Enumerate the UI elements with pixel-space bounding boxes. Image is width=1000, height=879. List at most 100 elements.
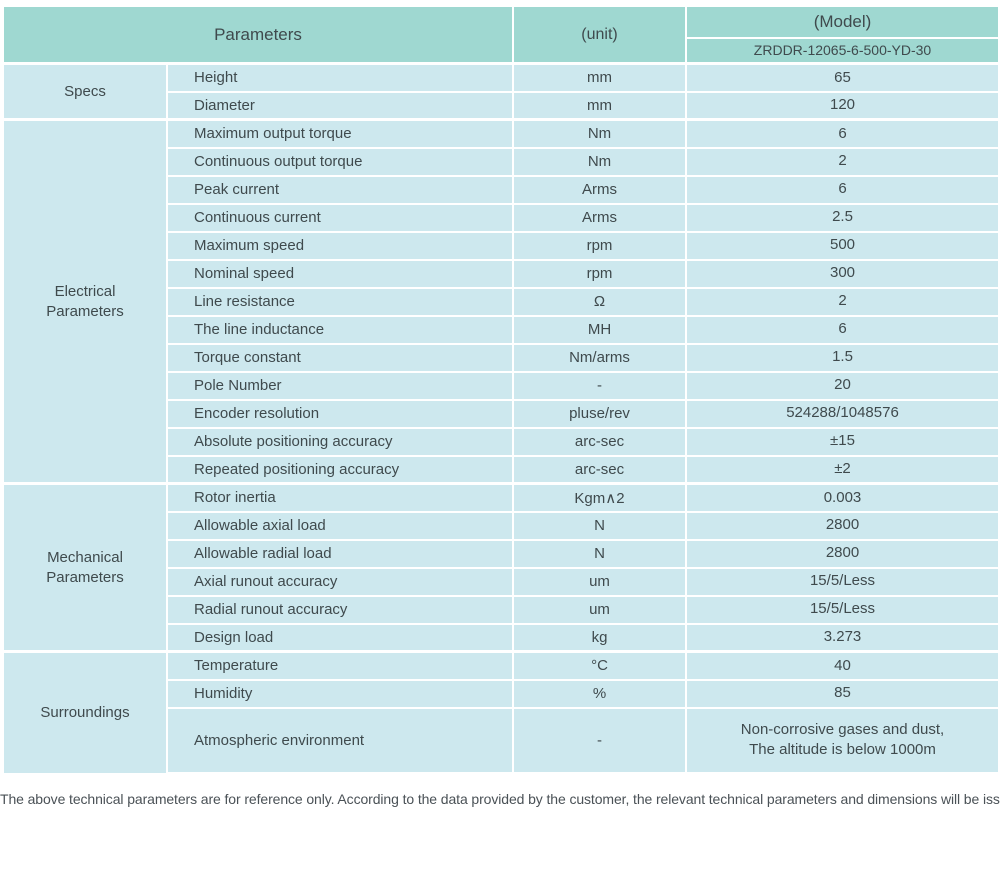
value-cell: 2: [685, 146, 1000, 177]
table-row: Axial runout accuracy um 15/5/Less: [3, 566, 1000, 597]
table-row: Maximum speed rpm 500: [3, 230, 1000, 261]
unit-cell: Kgm∧2: [512, 482, 687, 513]
group-label-text: Specs: [64, 82, 106, 100]
value-cell: 15/5/Less: [685, 566, 1000, 597]
unit-cell: %: [512, 678, 687, 709]
parameter-cell: Temperature: [166, 650, 514, 681]
unit-cell: Arms: [512, 174, 687, 205]
unit-cell: um: [512, 566, 687, 597]
group-label: Electrical Parameters: [2, 118, 168, 485]
table-row: Surroundings Temperature °C 40: [2, 650, 1000, 775]
parameter-cell: Torque constant: [166, 342, 514, 373]
header-row-bottom: ZRDDR-12065-6-500-YD-30: [3, 36, 1000, 65]
group-label-text: Electrical Parameters: [46, 283, 124, 320]
table-row: Peak current Arms 6: [3, 174, 1000, 205]
unit-cell: pluse/rev: [512, 398, 687, 429]
parameter-cell: Maximum speed: [166, 230, 514, 261]
group-label: Mechanical Parameters: [2, 482, 168, 653]
table-header: Parameters (unit) (Model) ZRDDR-12065-6-…: [2, 4, 1000, 65]
footer-note: The above technical parameters are for r…: [0, 791, 1000, 807]
unit-header: (unit): [512, 4, 687, 65]
value-cell: 2800: [685, 538, 1000, 569]
table-row: Pole Number -20: [3, 370, 1000, 401]
parameter-cell: Rotor inertia: [166, 482, 514, 513]
table-row: Allowable axial load N 2800: [3, 510, 1000, 541]
value-cell: 2: [685, 286, 1000, 317]
value-cell: 65: [685, 62, 1000, 93]
unit-cell: um: [512, 594, 687, 625]
header-row-top: Parameters (unit) (Model): [2, 4, 1000, 65]
value-cell: 2800: [685, 510, 1000, 541]
table-row: Allowable radial load N 2800: [3, 538, 1000, 569]
parameter-cell: Allowable radial load: [166, 538, 514, 569]
value-cell: 1.5: [685, 342, 1000, 373]
parameters-header: Parameters: [2, 4, 514, 65]
model-value: ZRDDR-12065-6-500-YD-30: [685, 36, 1000, 65]
value-cell: 6: [685, 118, 1000, 149]
value-cell: 40: [685, 650, 1000, 681]
unit-cell: -: [512, 706, 687, 775]
parameters-table: Parameters (unit) (Model) ZRDDR-12065-6-…: [2, 4, 1000, 775]
parameter-cell: Design load: [166, 622, 514, 653]
value-cell: 0.003: [685, 482, 1000, 513]
table-body: Specs Height mm 65 Diameter mm 120 Electrical P…: [2, 62, 1000, 775]
table-row: Specs Height mm 65: [2, 62, 1000, 121]
unit-cell: arc-sec: [512, 454, 687, 485]
table-row: Electrical Parameters Maximum output torq…: [2, 118, 1000, 485]
table-row: Line resistance Ω 2: [3, 286, 1000, 317]
value-cell: 120: [685, 90, 1000, 121]
parameter-cell: Encoder resolution: [166, 398, 514, 429]
unit-cell: -: [512, 370, 687, 401]
table-row: Diameter mm 120: [3, 90, 1000, 121]
unit-cell: N: [512, 538, 687, 569]
group-label-text: Mechanical Parameters: [46, 549, 124, 586]
value-cell: 524288/1048576: [685, 398, 1000, 429]
unit-cell: mm: [512, 90, 687, 121]
table-row: Nominal speed rpm 300: [3, 258, 1000, 289]
group-label-text: Surroundings: [40, 704, 130, 721]
parameter-cell: Absolute positioning accuracy: [166, 426, 514, 457]
value-cell: 6: [685, 174, 1000, 205]
table-row: Design load kg 3.273: [3, 622, 1000, 653]
value-cell: 300: [685, 258, 1000, 289]
parameter-cell: Peak current: [166, 174, 514, 205]
unit-cell: Nm: [512, 118, 687, 149]
unit-cell: arc-sec: [512, 426, 687, 457]
group-label: Surroundings: [2, 650, 168, 775]
value-cell: 500: [685, 230, 1000, 261]
table-row: Repeated positioning accuracy arc-sec ±2: [3, 454, 1000, 485]
parameter-cell: Maximum output torque: [166, 118, 514, 149]
unit-cell: Arms: [512, 202, 687, 233]
value-cell: 15/5/Less: [685, 594, 1000, 625]
table-row: Continuous output torque Nm 2: [3, 146, 1000, 177]
parameter-cell: Height: [166, 62, 514, 93]
parameter-cell: Axial runout accuracy: [166, 566, 514, 597]
parameter-cell: Continuous current: [166, 202, 514, 233]
table-row: Torque constant Nm/arms 1.5: [3, 342, 1000, 373]
table-row: Radial runout accuracy um 15/5/Less: [3, 594, 1000, 625]
unit-cell: rpm: [512, 258, 687, 289]
value-cell: ±2: [685, 454, 1000, 485]
unit-cell: Nm: [512, 146, 687, 177]
value-cell: 6: [685, 314, 1000, 345]
value-cell: Non-corrosive gases and dust, The altitu…: [685, 706, 1000, 775]
parameter-cell: The line inductance: [166, 314, 514, 345]
table-row: Atmospheric environment - Non-corrosive ga…: [3, 706, 1000, 775]
table-row: Humidity% 85: [3, 678, 1000, 709]
parameter-cell: Line resistance: [166, 286, 514, 317]
parameter-cell: Nominal speed: [166, 258, 514, 289]
unit-cell: kg: [512, 622, 687, 653]
unit-cell: rpm: [512, 230, 687, 261]
unit-cell: MH: [512, 314, 687, 345]
parameter-cell: Diameter: [166, 90, 514, 121]
parameter-cell: Continuous output torque: [166, 146, 514, 177]
value-cell: 3.273: [685, 622, 1000, 653]
parameter-cell: Humidity: [166, 678, 514, 709]
table-row: Continuous current Arms 2.5: [3, 202, 1000, 233]
unit-cell: Ω: [512, 286, 687, 317]
value-cell: 2.5: [685, 202, 1000, 233]
parameter-cell: Pole Number: [166, 370, 514, 401]
parameter-cell: Allowable axial load: [166, 510, 514, 541]
parameter-cell: Radial runout accuracy: [166, 594, 514, 625]
